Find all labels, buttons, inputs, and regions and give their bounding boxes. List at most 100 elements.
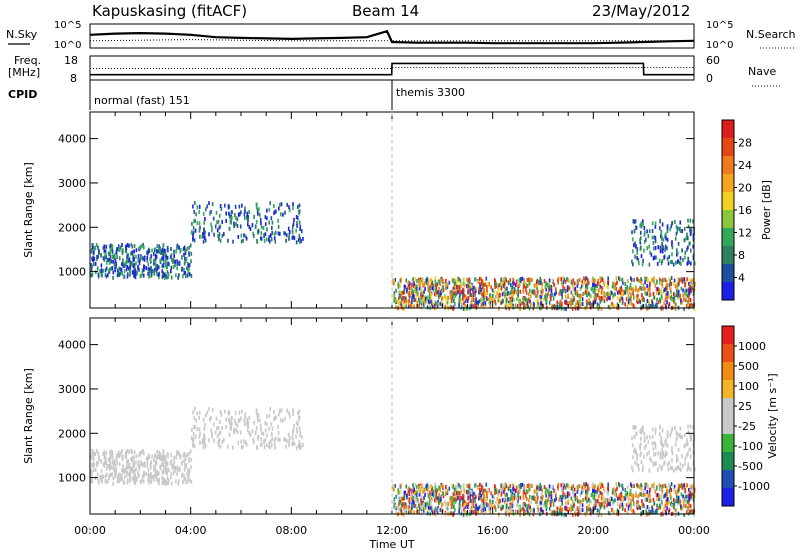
range-cell [630, 508, 633, 513]
range-cell [244, 415, 246, 420]
range-cell [583, 482, 585, 487]
range-cell [630, 484, 633, 489]
range-cell [607, 280, 609, 285]
range-cell [102, 462, 105, 467]
range-cell [527, 298, 529, 303]
range-cell [635, 225, 638, 230]
range-cell [660, 261, 663, 266]
range-cell [678, 484, 681, 489]
range-cell [620, 287, 623, 292]
range-cell [407, 488, 410, 493]
range-cell [121, 251, 124, 255]
range-cell [653, 276, 655, 281]
range-cell [655, 255, 657, 260]
range-cell [135, 254, 137, 259]
range-cell [654, 489, 657, 494]
range-cell [485, 482, 488, 487]
range-cell [666, 434, 669, 439]
range-cell [121, 468, 123, 473]
range-cell [188, 451, 190, 456]
range-cell [496, 291, 499, 295]
range-cell [218, 237, 220, 242]
range-cell [652, 497, 655, 502]
range-cell [142, 256, 144, 261]
range-cell [519, 495, 522, 500]
range-cell [675, 288, 678, 293]
range-cell [676, 496, 679, 501]
range-cell [256, 208, 259, 213]
range-cell [642, 283, 645, 288]
range-cell [657, 451, 659, 456]
range-cell [423, 488, 426, 493]
range-cell [529, 299, 531, 304]
range-cell [125, 450, 127, 455]
range-cell [164, 478, 166, 483]
range-cell [216, 220, 218, 225]
range-cell [434, 276, 437, 281]
range-cell [171, 463, 173, 468]
range-cell [467, 489, 470, 494]
range-cell [500, 491, 503, 496]
range-cell [104, 273, 107, 277]
range-cell [621, 506, 624, 511]
range-cell [516, 297, 518, 301]
range-cell [454, 302, 456, 307]
range-cell [151, 454, 153, 459]
range-cell [142, 243, 144, 247]
range-cell [611, 496, 613, 501]
range-cell [640, 511, 643, 516]
range-cell [528, 498, 530, 503]
range-cell [204, 238, 207, 243]
range-cell [143, 463, 146, 468]
range-cell [648, 468, 651, 473]
range-cell [673, 498, 675, 503]
range-cell [567, 293, 569, 298]
range-cell [588, 498, 591, 503]
range-cell [187, 468, 189, 472]
range-cell [648, 287, 650, 292]
range-cell [677, 277, 680, 282]
range-cell [192, 236, 194, 241]
range-cell [242, 238, 244, 243]
range-cell [607, 276, 609, 281]
range-cell [133, 249, 135, 254]
range-cell [175, 249, 177, 254]
range-cell [161, 480, 164, 485]
range-cell [195, 418, 197, 423]
colorbar-swatch [722, 470, 734, 488]
range-cell [658, 483, 661, 488]
noise-frame [89, 23, 695, 49]
range-cell [608, 498, 611, 503]
range-cell [621, 483, 623, 488]
range-cell [185, 480, 187, 484]
range-cell [480, 482, 482, 487]
range-cell [583, 291, 586, 296]
range-cell [395, 288, 397, 293]
range-cell [139, 245, 142, 249]
range-cell [683, 280, 686, 285]
range-cell [432, 302, 434, 307]
range-cell [129, 271, 131, 276]
range-cell [621, 277, 623, 282]
range-cell [659, 451, 662, 456]
range-cell [518, 277, 521, 282]
range-cell [121, 248, 124, 253]
range-cell [599, 284, 602, 289]
range-cell [151, 248, 153, 253]
range-cell [192, 226, 195, 230]
range-cell [550, 289, 553, 293]
range-cell [124, 454, 127, 459]
range-cell [668, 283, 671, 288]
range-cell [162, 457, 164, 462]
range-cell [297, 205, 299, 209]
range-cell [521, 276, 524, 281]
range-cell [274, 209, 276, 214]
range-cell [459, 499, 461, 504]
range-cell [642, 464, 644, 469]
range-cell [269, 407, 271, 412]
range-cell [131, 450, 133, 455]
range-cell [616, 290, 619, 295]
range-cell [604, 498, 607, 503]
range-cell [654, 427, 657, 432]
range-cell [167, 478, 170, 482]
